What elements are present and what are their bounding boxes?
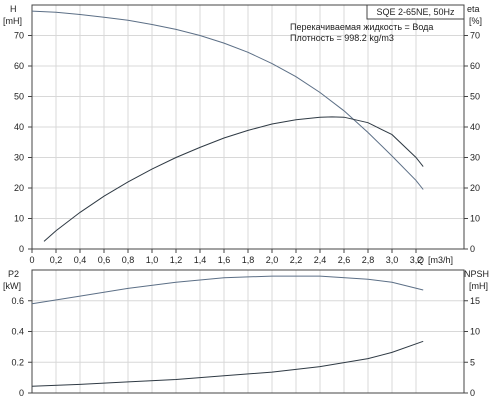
y-left-label-name: H [10, 4, 17, 14]
x-tick-label: 2,6 [338, 255, 351, 265]
y-right-tick-label: 40 [470, 122, 480, 132]
y-left-tick-label: 0.2 [11, 357, 24, 367]
x-label-name: Q [417, 255, 424, 265]
y-right-label-name: eta [467, 4, 480, 14]
y-left-tick-label: 0.6 [11, 296, 24, 306]
x-tick-label: 0,8 [122, 255, 135, 265]
x-tick-label: 2,2 [290, 255, 303, 265]
efficiency-curve [43, 116, 424, 242]
x-tick-label: 0 [29, 255, 34, 265]
annotation-line: Плотность = 998.2 kg/m3 [290, 33, 394, 43]
x-tick-label: 1,6 [218, 255, 231, 265]
x-tick-label: 3,2 [410, 255, 423, 265]
top-panel-frame [31, 4, 465, 250]
y-left-label-unit: [mH] [3, 16, 22, 26]
x-tick-label: 3,0 [386, 255, 399, 265]
y-left-tick-label: 60 [14, 61, 24, 71]
power-curve [31, 275, 424, 305]
y-right-tick-label: 30 [470, 153, 480, 163]
y-left-tick-label: 20 [14, 183, 24, 193]
y-right-label-unit: [%] [469, 16, 482, 26]
x-tick-label: 2,0 [266, 255, 279, 265]
bottom-panel-frame [31, 269, 465, 394]
x-tick-label: 1,2 [170, 255, 183, 265]
x-tick-label: 1,0 [146, 255, 159, 265]
y-left-tick-label: 40 [14, 122, 24, 132]
title-box [366, 4, 465, 20]
y-left-tick-label: 10 [14, 214, 24, 224]
x-tick-label: 0,6 [98, 255, 111, 265]
y-left-tick-label: 0 [19, 388, 24, 398]
x-tick-label: 0,4 [74, 255, 87, 265]
annotation-line: Перекачиваемая жидкость = Вода [290, 22, 433, 32]
y-right-tick-label: 10 [470, 214, 480, 224]
head-curve [31, 10, 424, 190]
y-right-tick-label: 0 [470, 244, 475, 254]
y-left-label-unit: [kW] [3, 281, 21, 291]
y-right-tick-label: 10 [470, 327, 480, 337]
y-right-tick-label: 20 [470, 183, 480, 193]
x-tick-label: 2,8 [362, 255, 375, 265]
x-label-unit: [m3/h] [428, 255, 453, 265]
x-tick-label: 2,4 [314, 255, 327, 265]
y-right-label-unit: [mH] [469, 281, 488, 291]
x-tick-label: 1,8 [242, 255, 255, 265]
chart-title: SQE 2-65NE, 50Hz [376, 7, 455, 17]
y-left-tick-label: 70 [14, 31, 24, 41]
y-left-tick-label: 0 [19, 244, 24, 254]
y-right-tick-label: 50 [470, 92, 480, 102]
y-right-tick-label: 0 [470, 388, 475, 398]
y-left-tick-label: 0.4 [11, 327, 24, 337]
y-right-tick-label: 15 [470, 296, 480, 306]
x-tick-label: 1,4 [194, 255, 207, 265]
y-right-tick-label: 60 [470, 61, 480, 71]
y-right-label-name: NPSH [464, 269, 489, 279]
y-right-tick-label: 5 [470, 357, 475, 367]
y-left-tick-label: 50 [14, 92, 24, 102]
y-right-tick-label: 70 [470, 31, 480, 41]
x-tick-label: 0,2 [50, 255, 63, 265]
y-left-tick-label: 30 [14, 153, 24, 163]
y-left-label-name: P2 [8, 269, 19, 279]
npsh-curve [31, 340, 424, 387]
